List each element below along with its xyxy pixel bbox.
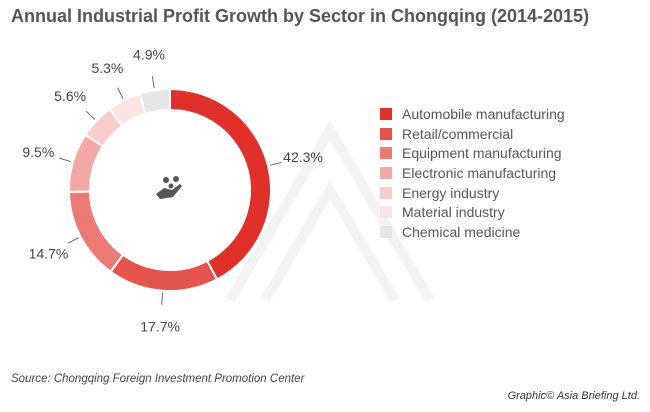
legend-swatch	[380, 107, 392, 120]
leader-line	[151, 76, 155, 89]
legend-swatch	[380, 127, 392, 140]
data-label: 42.3%	[283, 149, 323, 165]
legend-swatch	[380, 166, 392, 179]
legend-label: Energy industry	[402, 184, 500, 201]
legend-swatch	[380, 186, 392, 199]
legend-swatch	[380, 225, 392, 238]
leader-line	[269, 161, 282, 166]
leader-line	[117, 87, 124, 99]
leader-line	[161, 292, 164, 305]
credit: Graphic© Asia Briefing Ltd.	[507, 390, 640, 402]
leader-line	[67, 237, 79, 244]
data-label: 9.5%	[22, 144, 54, 160]
legend-label: Material industry	[402, 204, 505, 221]
legend-label: Chemical medicine	[402, 223, 521, 240]
legend-label: Equipment manufacturing	[402, 145, 562, 162]
legend-item: Electronic manufacturing	[380, 163, 565, 183]
legend-label: Automobile manufacturing	[402, 105, 565, 122]
chart-title: Annual Industrial Profit Growth by Secto…	[11, 6, 590, 26]
data-label: 5.3%	[91, 60, 123, 76]
legend: Automobile manufacturing Retail/commercia…	[380, 104, 565, 242]
legend-label: Retail/commercial	[402, 125, 514, 142]
legend-item: Retail/commercial	[380, 124, 565, 144]
leader-line	[85, 110, 96, 120]
watermark-logo	[225, 120, 435, 303]
slice-2	[67, 190, 125, 274]
slice-1	[109, 253, 219, 292]
data-label: 4.9%	[133, 47, 165, 63]
legend-item: Material industry	[380, 202, 565, 222]
leader-line	[59, 157, 72, 163]
legend-label: Electronic manufacturing	[402, 164, 557, 181]
legend-swatch	[380, 147, 392, 160]
slice-6	[138, 87, 171, 116]
legend-item: Energy industry	[380, 183, 565, 203]
legend-swatch	[380, 206, 392, 219]
source-note: Source: Chongqing Foreign Investment Pro…	[11, 373, 305, 385]
legend-item: Chemical medicine	[380, 222, 565, 242]
data-label: 17.7%	[140, 319, 180, 335]
legend-item: Automobile manufacturing	[380, 104, 565, 124]
hand-coins-icon	[156, 176, 182, 199]
data-label: 14.7%	[29, 245, 69, 261]
legend-item: Equipment manufacturing	[380, 143, 565, 163]
data-label: 5.6%	[54, 88, 86, 104]
